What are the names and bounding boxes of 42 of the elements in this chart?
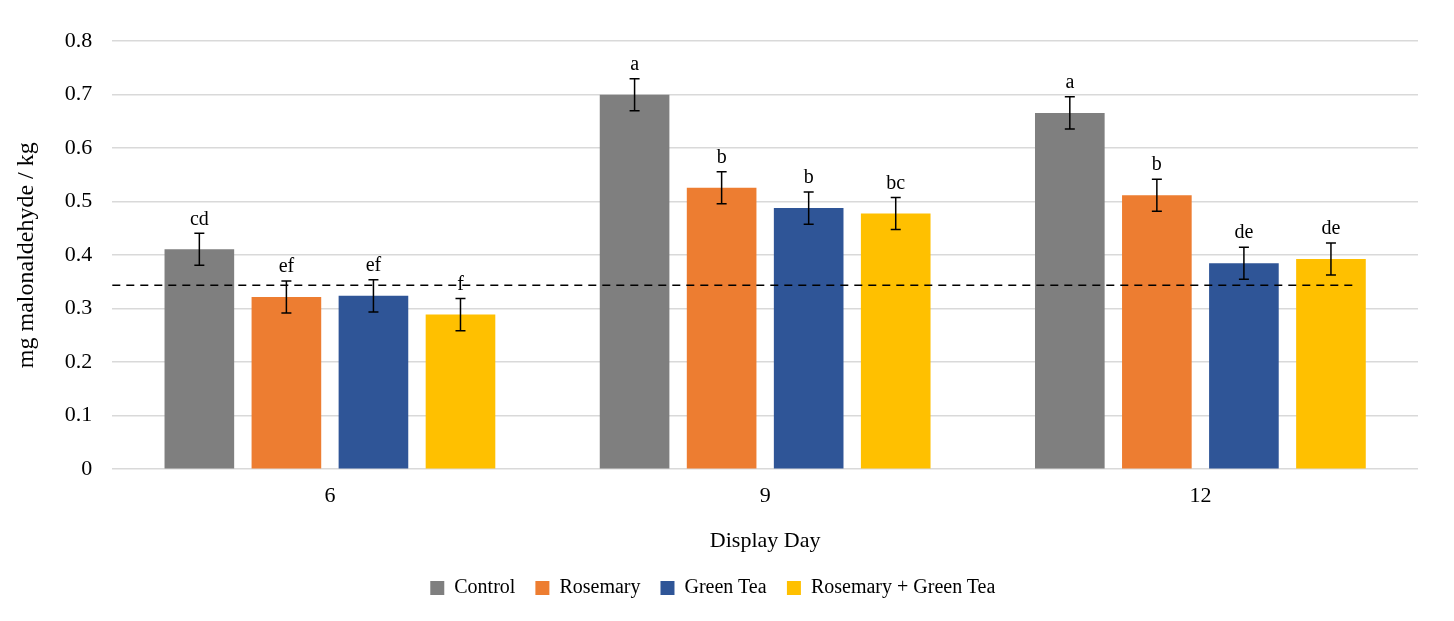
bar: [338, 295, 409, 469]
bar: [599, 94, 670, 469]
data-label: de: [1321, 216, 1341, 239]
bar: [1209, 263, 1279, 469]
x-tick-label: 6: [324, 482, 336, 508]
y-tick-label: 0.5: [64, 187, 93, 213]
bar: [164, 249, 235, 469]
data-label: ef: [278, 254, 295, 277]
data-label: a: [630, 51, 640, 74]
legend-label: Green Tea: [684, 575, 767, 598]
legend-label: Rosemary: [559, 575, 641, 599]
bar: [425, 314, 496, 469]
data-label: cd: [189, 206, 209, 229]
bar: [686, 187, 757, 469]
y-tick-label: 0.4: [64, 240, 93, 266]
data-label: ef: [365, 253, 382, 276]
y-tick-label: 0: [81, 454, 93, 480]
x-axis-title: Display Day: [709, 526, 821, 552]
data-label: a: [1065, 70, 1075, 93]
data-label: f: [457, 271, 465, 294]
legend-label: Rosemary + Green Tea: [810, 575, 996, 599]
data-label: b: [1151, 152, 1162, 175]
bar: [773, 208, 844, 469]
data-label: de: [1234, 220, 1254, 243]
bar: [1296, 258, 1366, 469]
legend-label: Control: [454, 575, 516, 598]
data-label: b: [803, 165, 814, 188]
y-tick-label: 0.2: [64, 347, 93, 373]
x-tick-label: 12: [1189, 482, 1212, 508]
x-tick-label: 9: [759, 482, 771, 508]
y-tick-label: 0.8: [64, 26, 93, 52]
y-tick-label: 0.3: [64, 294, 93, 320]
y-tick-label: 0.1: [64, 401, 93, 427]
bar: [1122, 195, 1192, 469]
y-tick-label: 0.6: [64, 133, 93, 159]
y-tick-label: 0.7: [64, 80, 93, 106]
bar: [1034, 112, 1105, 469]
y-axis-title: mg malonaldehyde / kg: [11, 142, 38, 369]
data-label: bc: [886, 170, 906, 193]
data-label: b: [716, 144, 727, 167]
bar: [251, 296, 322, 469]
bar: [860, 213, 931, 469]
